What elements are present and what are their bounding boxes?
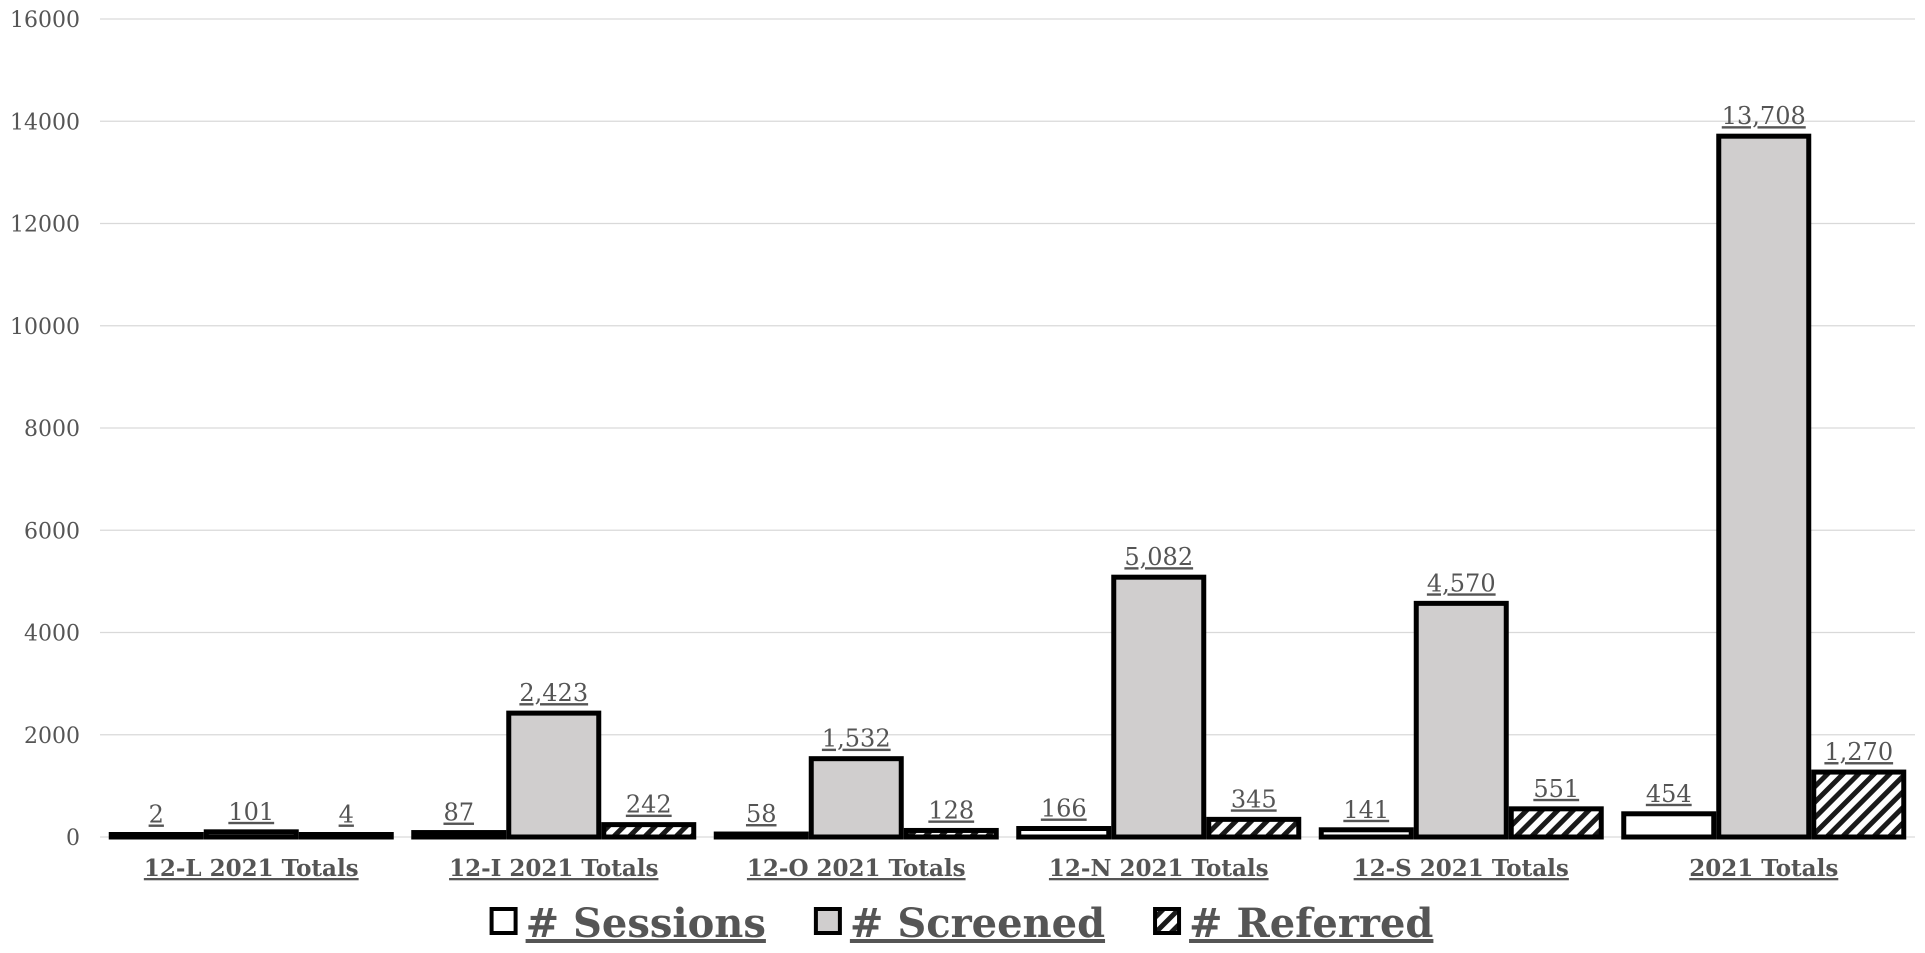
y-tick-label: 14000 [10, 110, 80, 135]
y-tick-label: 6000 [24, 519, 80, 544]
bar [1811, 769, 1907, 840]
legend-swatch [489, 907, 518, 935]
bar [1716, 133, 1812, 840]
gridlines [100, 18, 1915, 838]
y-tick-label: 8000 [24, 417, 80, 442]
data-label: 58 [746, 800, 777, 828]
data-label: 4 [339, 801, 354, 829]
data-label: 1,270 [1824, 738, 1893, 766]
x-tick-label: 12-N 2021 Totals [1049, 855, 1269, 882]
data-label: 454 [1646, 780, 1692, 808]
data-label: 4,570 [1427, 569, 1496, 597]
data-label: 345 [1231, 785, 1277, 813]
data-label: 13,708 [1722, 102, 1806, 130]
data-label: 166 [1041, 795, 1087, 823]
x-tick-label: 2021 Totals [1689, 855, 1838, 882]
legend-swatch [813, 907, 842, 935]
data-label: 141 [1343, 796, 1389, 824]
bar [713, 831, 809, 840]
x-tick-label: 12-S 2021 Totals [1354, 855, 1569, 882]
y-axis: 0 2000 4000 6000 8000 10000 12000 14000 16000 [10, 8, 80, 851]
bar [108, 832, 204, 840]
legend-swatch [1153, 907, 1182, 935]
bar [1413, 600, 1509, 840]
bar [1318, 827, 1414, 840]
bar [1016, 826, 1112, 840]
legend: # Sessions # Screened # Referred [489, 900, 1433, 947]
data-label: 1,532 [822, 725, 891, 753]
y-tick-label: 4000 [24, 622, 80, 647]
y-tick-label: 2000 [24, 724, 80, 749]
bar [903, 827, 999, 840]
x-tick-label: 12-I 2021 Totals [449, 855, 658, 882]
data-label: 87 [443, 799, 474, 827]
data-label: 5,082 [1124, 543, 1193, 571]
legend-label: # Screened [850, 900, 1105, 947]
data-label: 101 [228, 798, 274, 826]
y-tick-label: 0 [66, 826, 80, 851]
y-tick-label: 10000 [10, 315, 80, 340]
legend-label: # Referred [1189, 900, 1433, 947]
bars [108, 133, 1907, 840]
bar [1206, 816, 1302, 840]
data-labels: 2 101 4 87 2,423 242 58 1,532 128 166 5,082 345 141 4… [149, 102, 1894, 828]
data-label: 2 [149, 801, 164, 829]
data-label: 2,423 [519, 679, 588, 707]
bar [601, 822, 697, 840]
bar [298, 832, 394, 840]
x-tick-label: 12-L 2021 Totals [144, 855, 359, 882]
x-axis: 12-L 2021 Totals 12-I 2021 Totals 12-O 202… [144, 855, 1838, 882]
bar [506, 710, 602, 840]
bar [1111, 574, 1207, 840]
bar [203, 829, 299, 840]
bar [411, 830, 507, 840]
data-label: 128 [928, 796, 974, 824]
y-tick-label: 12000 [10, 213, 80, 238]
x-tick-label: 12-O 2021 Totals [747, 855, 966, 882]
legend-label: # Sessions [526, 900, 766, 947]
y-tick-label: 16000 [10, 8, 80, 33]
bar [1621, 811, 1717, 840]
data-label: 242 [626, 791, 672, 819]
data-label: 551 [1533, 775, 1579, 803]
bar [808, 756, 904, 840]
bar [1508, 806, 1604, 840]
